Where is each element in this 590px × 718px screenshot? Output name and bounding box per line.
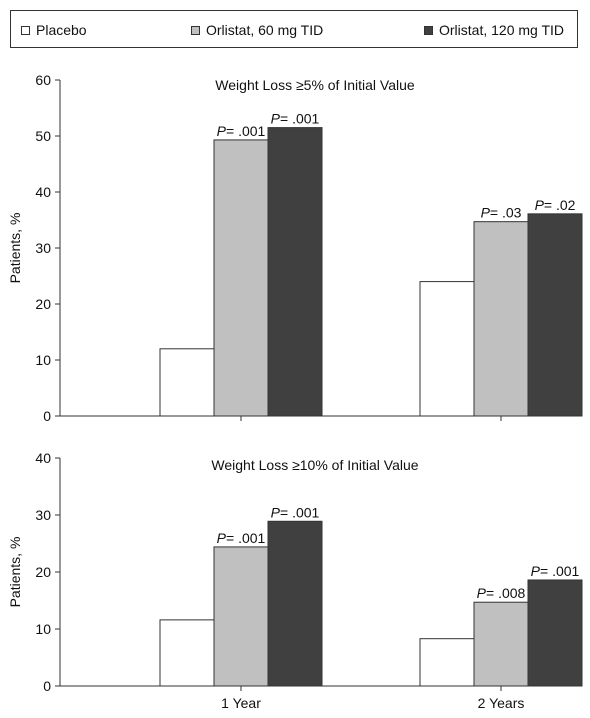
legend-label-orlistat-120: Orlistat, 120 mg TID: [439, 22, 565, 38]
legend-swatch-placebo: [21, 25, 30, 35]
p-value-label: P= .001: [531, 563, 580, 579]
x-category-label: 2 Years: [478, 695, 525, 711]
y-tick-label-2: 10: [35, 621, 51, 637]
y-tick-label-1: 30: [35, 240, 51, 256]
bar-orlistat-60-mg-tid-1: [213, 139, 269, 417]
chart-title-2: Weight Loss ≥10% of Initial Value: [211, 457, 418, 473]
y-tick-label-2: 0: [43, 678, 51, 694]
p-value-label: P= .001: [271, 111, 320, 127]
bar-orlistat-60-mg-tid-2: [473, 221, 529, 417]
chart-title-1: Weight Loss ≥5% of Initial Value: [215, 77, 415, 93]
legend-swatch-orlistat-120: [424, 25, 433, 35]
legend-label-placebo: Placebo: [36, 22, 87, 38]
y-tick-label-1: 40: [35, 184, 51, 200]
p-value-label: P= .001: [217, 530, 266, 546]
y-tick-label-1: 50: [35, 128, 51, 144]
y-tick-label-2: 40: [35, 450, 51, 466]
y-tick-label-2: 30: [35, 507, 51, 523]
bar-placebo-1: [159, 619, 215, 687]
legend-label-orlistat-60: Orlistat, 60 mg TID: [206, 22, 324, 38]
p-value-label: P= .03: [481, 205, 522, 221]
bar-placebo-2: [419, 638, 475, 687]
bar-orlistat-120-mg-tid-1: [267, 127, 323, 417]
bar-orlistat-60-mg-tid-2: [473, 601, 529, 687]
y-tick-label-1: 60: [35, 72, 51, 88]
y-tick-label-1: 0: [43, 408, 51, 424]
legend-item-placebo: Placebo: [21, 22, 87, 38]
legend: Placebo Orlistat, 60 mg TID Orlistat, 12…: [10, 10, 578, 48]
y-axis-label-2: Patients, %: [7, 537, 23, 608]
bar-orlistat-60-mg-tid-1: [213, 546, 269, 687]
legend-swatch-orlistat-60: [191, 25, 200, 35]
bar-orlistat-120-mg-tid-2: [527, 579, 583, 687]
p-value-label: P= .02: [535, 197, 576, 213]
bar-orlistat-120-mg-tid-1: [267, 520, 323, 687]
y-tick-label-1: 20: [35, 296, 51, 312]
x-category-label: 1 Year: [221, 695, 261, 711]
legend-item-orlistat-120: Orlistat, 120 mg TID: [424, 22, 564, 38]
bar-placebo-1: [159, 348, 215, 417]
bar-orlistat-120-mg-tid-2: [527, 213, 583, 417]
p-value-label: P= .008: [477, 585, 526, 601]
p-value-label: P= .001: [217, 123, 266, 139]
p-value-label: P= .001: [271, 504, 320, 520]
y-tick-label-1: 10: [35, 352, 51, 368]
bar-placebo-2: [419, 281, 475, 417]
y-axis-label-1: Patients, %: [7, 213, 23, 284]
legend-item-orlistat-60: Orlistat, 60 mg TID: [191, 22, 323, 38]
y-tick-label-2: 20: [35, 564, 51, 580]
